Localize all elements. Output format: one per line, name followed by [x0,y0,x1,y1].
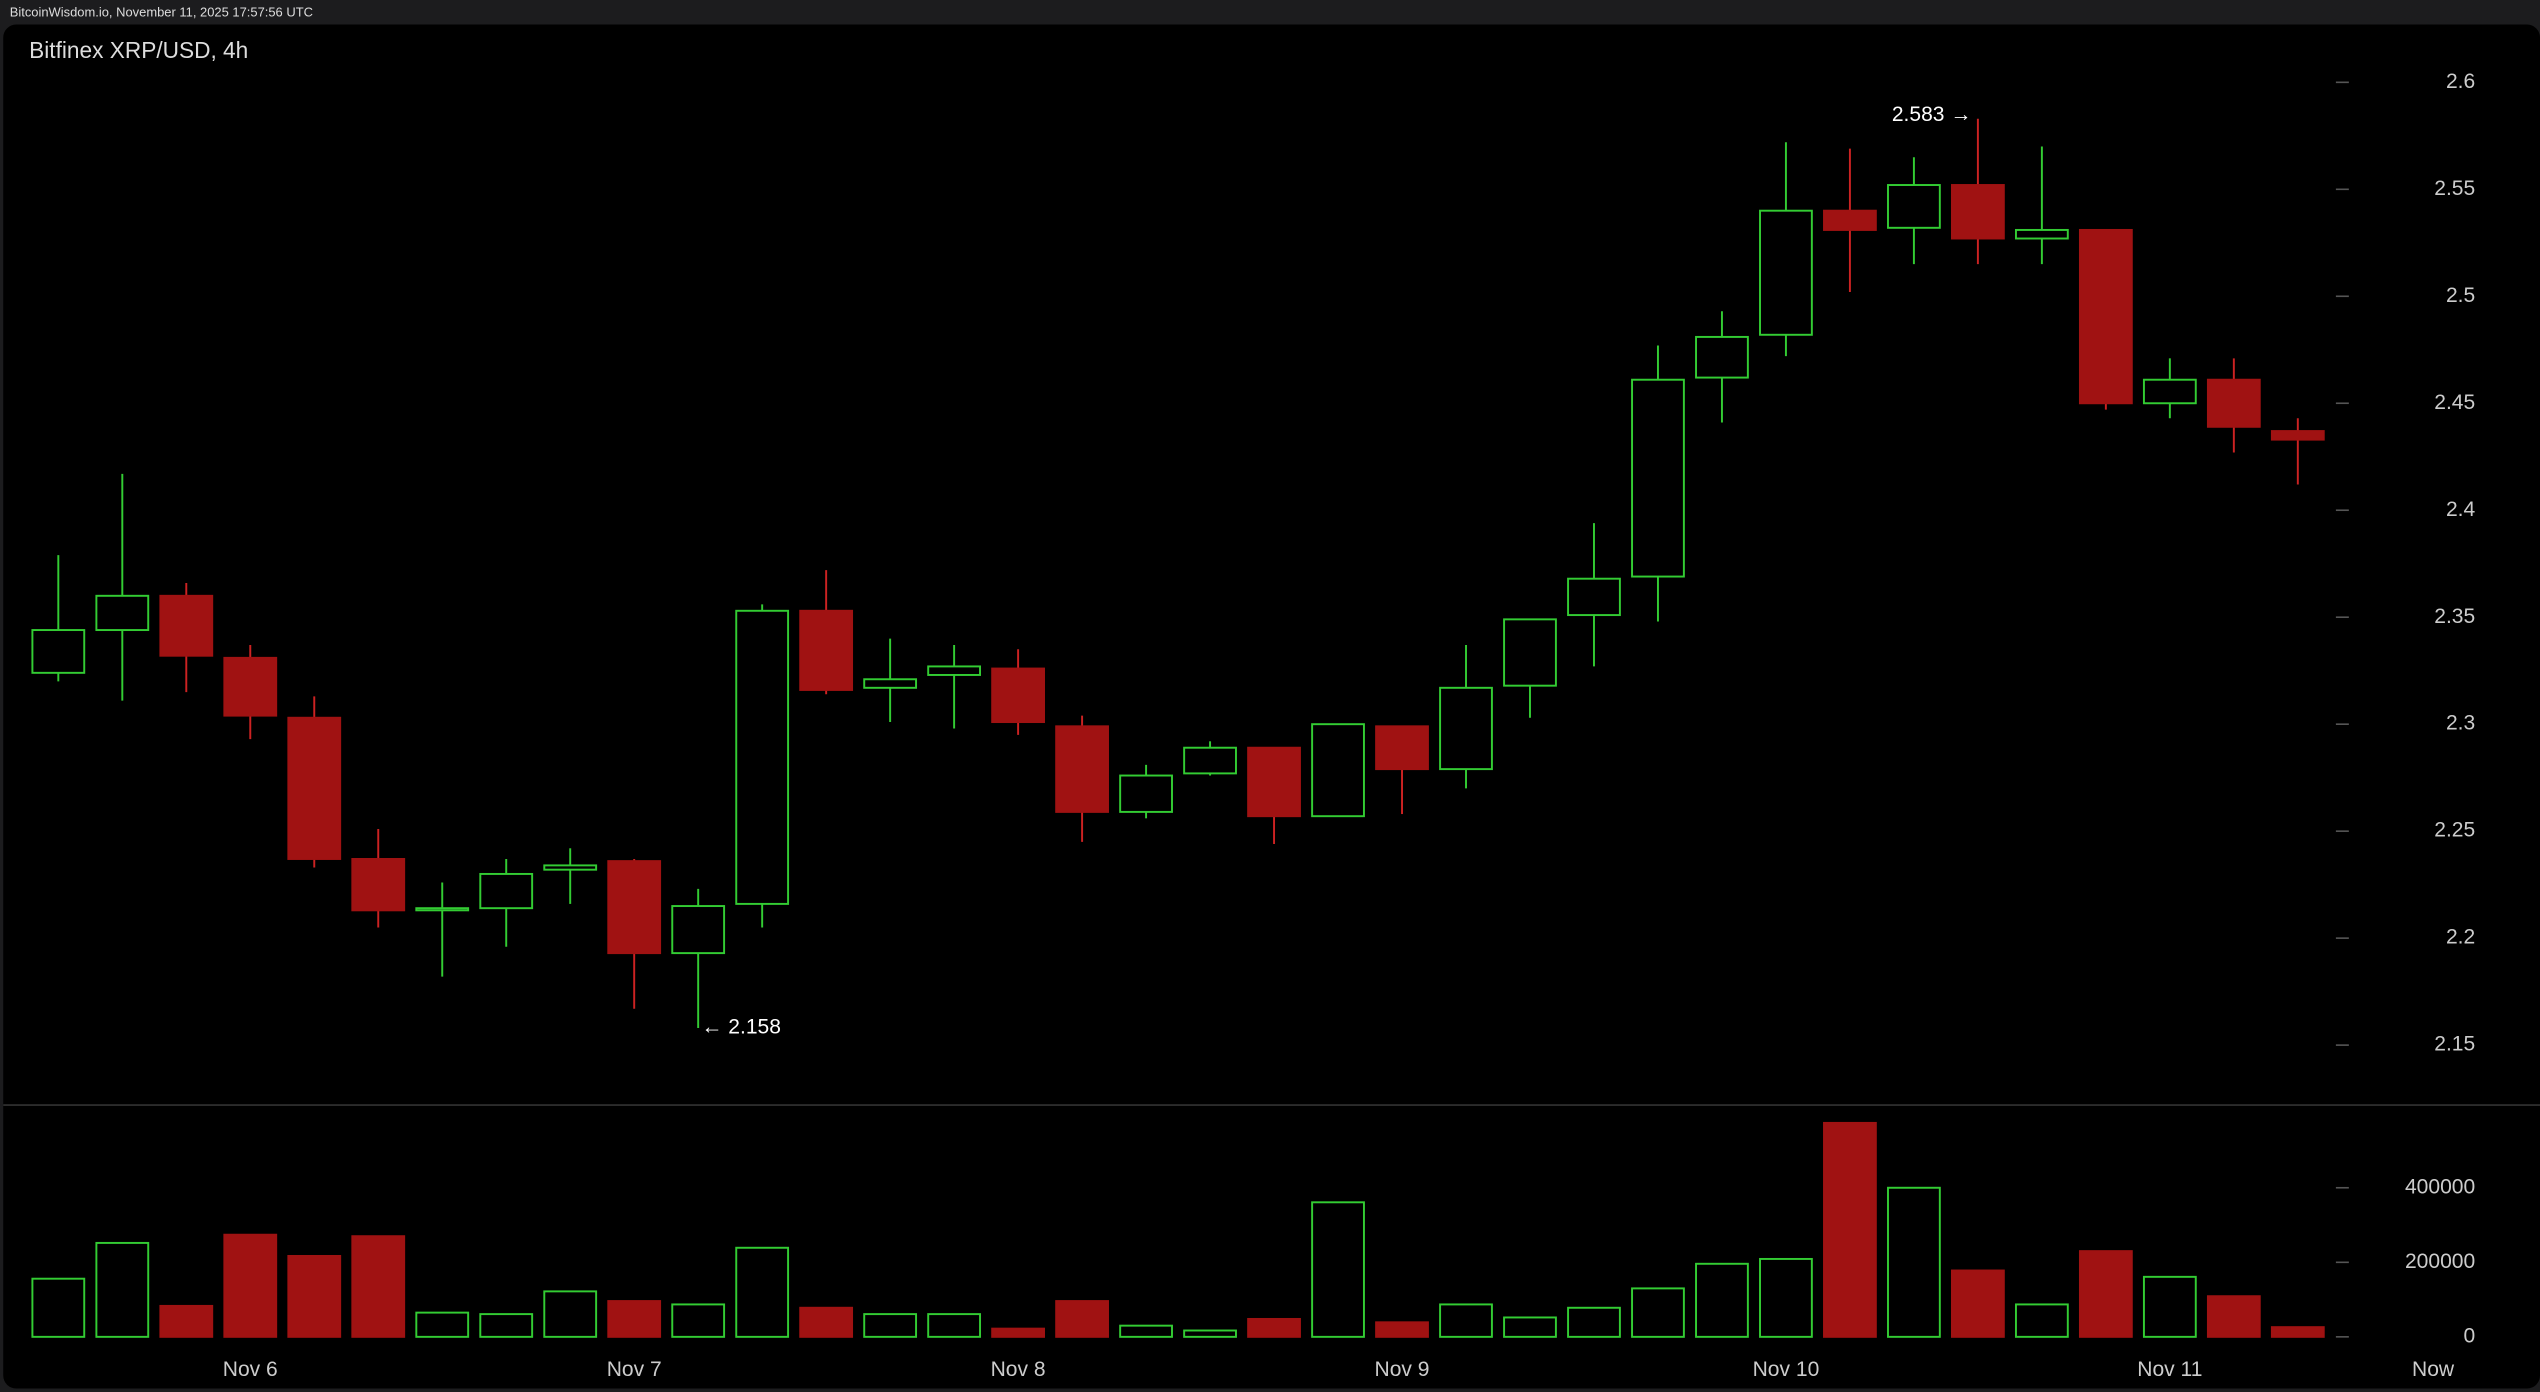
x-tick-label: Nov 10 [1753,1358,1820,1381]
x-end-label: Now [2412,1358,2455,1381]
volume-bar [223,1233,278,1338]
volume-bar [1439,1303,1493,1338]
y-tick-label: 2.15 [2434,1033,2475,1056]
volume-bar [1247,1317,1301,1338]
volume-bar [1951,1269,2005,1338]
y-tick-label: 400000 [2405,1175,2475,1198]
candle-body [543,864,598,871]
y-tick-label: 200000 [2405,1250,2475,1273]
candle-body [2014,228,2069,240]
candle-body [351,858,406,912]
volume-bar [1759,1257,1813,1338]
volume-bar [1055,1300,1109,1338]
volume-bar [607,1300,662,1338]
candle-body [1183,746,1237,775]
candle-body [31,629,86,674]
y-tick-label: 2.4 [2446,498,2476,521]
volume-bar [927,1313,982,1338]
candle-body [927,665,982,676]
candle-body [991,667,1045,724]
volume-bar [479,1313,534,1338]
candle-body [2206,378,2261,428]
volume-bar [799,1306,854,1338]
volume-bar [1887,1186,1941,1338]
candle-body [287,716,342,860]
volume-bar [1567,1306,1621,1338]
volume-bar [863,1313,918,1338]
y-tick-label: 2.3 [2446,712,2475,735]
candle-body [735,609,790,905]
volume-bar [415,1311,470,1338]
x-tick-label: Nov 8 [991,1358,1046,1381]
chart-title: Bitfinex XRP/USD, 4h [29,37,248,63]
volume-bar [1183,1329,1237,1338]
candle-body [223,656,278,717]
candle-body [95,594,150,632]
candle-body [1311,723,1365,818]
volume-bar [1119,1324,1173,1338]
x-tick-label: Nov 9 [1375,1358,1430,1381]
candle-body [1951,184,2005,240]
y-tick-label: 2.6 [2446,70,2475,93]
candle-body [1055,725,1109,813]
x-tick-label: Nov 7 [607,1358,662,1381]
y-tick-label: 0 [2463,1324,2475,1347]
y-tick-label: 2.35 [2434,605,2475,628]
volume-bar [95,1241,150,1338]
volume-bar [287,1254,342,1338]
volume-bar [1503,1316,1557,1338]
x-tick-label: Nov 11 [2137,1358,2202,1381]
y-tick-label: 2.2 [2446,926,2475,949]
volume-bar [31,1277,86,1338]
volume-bar [2078,1250,2133,1338]
candle-body [1631,378,1685,578]
y-tick-label: 2.5 [2446,284,2475,307]
panel [3,24,2540,1389]
annotation: 2.583 → [1892,103,1972,126]
candle-body [2142,378,2197,405]
y-tick-label: 2.55 [2434,177,2475,200]
candle-body [479,872,534,910]
volume-bar [1695,1262,1749,1338]
volume-bar [1823,1121,1877,1338]
candle-body [1439,686,1493,771]
candle-body [1119,774,1173,813]
volume-bar [671,1303,726,1338]
candle-body [799,609,854,691]
candle-body [1695,335,1749,379]
candle-body [671,905,726,955]
annotation: ← 2.158 [701,1016,781,1039]
candle-body [1375,725,1429,771]
candle-body [415,907,470,912]
candle-body [607,860,662,955]
volume-bar [735,1246,790,1338]
x-tick-label: Nov 6 [223,1358,278,1381]
volume-bar [351,1235,406,1338]
candle-body [1823,209,1877,231]
candle-body [1759,209,1813,336]
volume-bar [1631,1287,1685,1338]
y-tick-label: 2.25 [2434,819,2475,842]
candle-body [2270,430,2325,441]
volume-bar [2142,1275,2197,1338]
volume-bar [543,1290,598,1338]
volume-bar [2206,1295,2261,1338]
volume-bar [991,1327,1045,1338]
candle-body [1503,618,1557,687]
candle-body [1247,746,1301,818]
volume-bar [2270,1326,2325,1338]
volume-bar [2014,1303,2069,1338]
candle-body [863,678,918,689]
header: BitcoinWisdom.io, November 11, 2025 17:5… [10,5,313,20]
volume-bar [159,1304,214,1338]
candle-body [1887,184,1941,229]
candle-body [2078,228,2133,405]
candle-body [1567,577,1621,617]
volume-bar [1375,1321,1429,1338]
candle-body [159,594,214,657]
volume-bar [1311,1201,1365,1338]
y-tick-label: 2.45 [2434,391,2475,414]
